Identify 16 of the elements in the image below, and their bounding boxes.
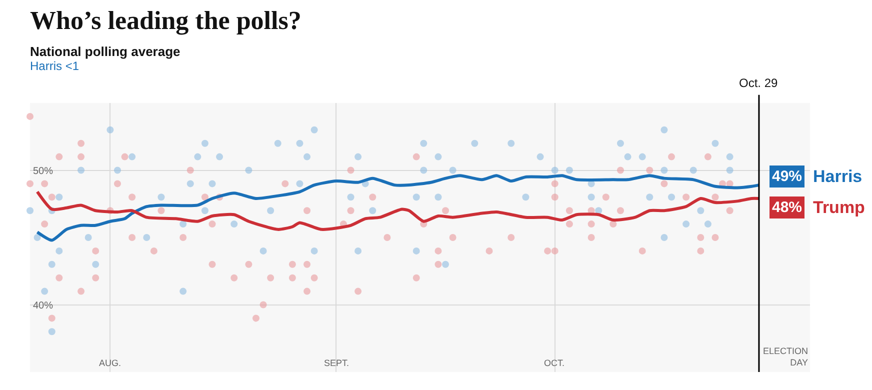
ref-line-label: Oct. 29 xyxy=(739,76,778,90)
x-tick-label: SEPT. xyxy=(324,358,350,368)
data-label: 49% xyxy=(772,168,802,185)
x-tick-label: ELECTION DAY xyxy=(763,346,808,368)
x-tick-label: OCT. xyxy=(544,358,565,368)
text: Harris <1 xyxy=(30,59,80,73)
line-series xyxy=(36,174,760,242)
legend-label: Harris xyxy=(813,167,862,186)
line-series xyxy=(36,190,760,231)
x-tick-label: AUG. xyxy=(99,358,122,368)
y-tick-label: 40% xyxy=(33,300,54,312)
chart-subtitle: National polling average xyxy=(30,44,182,59)
y-tick-label: 50% xyxy=(33,166,54,177)
chart-title: Who’s leading the polls? xyxy=(30,6,302,36)
legend-label: Trump xyxy=(813,198,865,217)
data-label: 48% xyxy=(772,199,802,216)
